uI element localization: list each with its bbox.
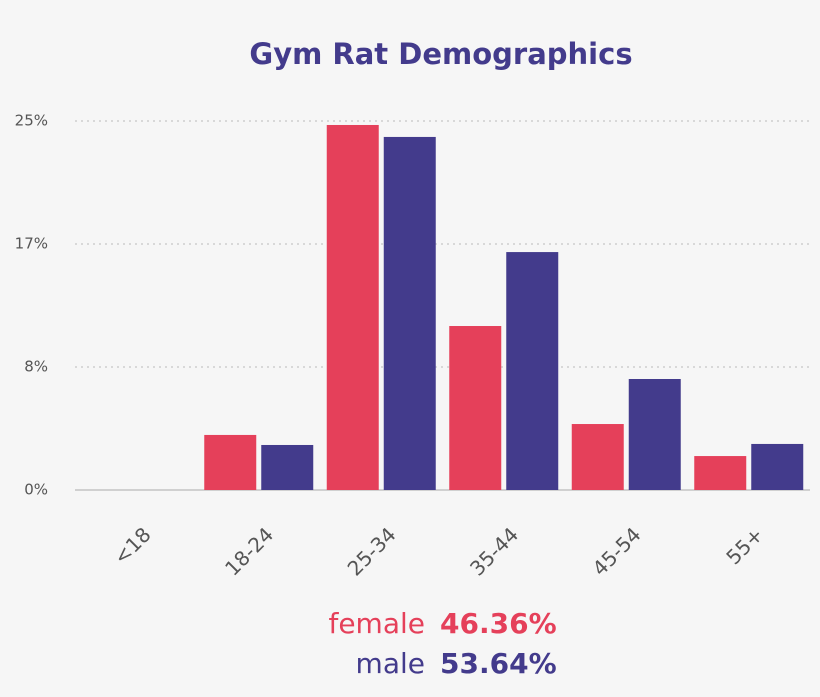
y-tick-label: 0%: [24, 481, 48, 499]
bar: [506, 252, 559, 490]
bar: [628, 379, 681, 490]
bar: [571, 424, 624, 490]
y-tick-label: 8%: [24, 358, 48, 376]
bar: [204, 434, 257, 490]
bar: [449, 326, 502, 490]
chart-title: Gym Rat Demographics: [249, 37, 632, 71]
y-tick-label: 17%: [15, 234, 48, 252]
bar: [383, 136, 436, 490]
bar: [326, 124, 379, 490]
legend-share: 53.64%: [440, 647, 557, 680]
bar: [694, 456, 747, 490]
legend-share: 46.36%: [440, 607, 557, 640]
bar: [751, 443, 804, 490]
y-tick-label: 25%: [15, 112, 48, 130]
bar: [261, 444, 314, 490]
legend-label: female: [328, 607, 425, 640]
legend-label: male: [356, 647, 425, 680]
